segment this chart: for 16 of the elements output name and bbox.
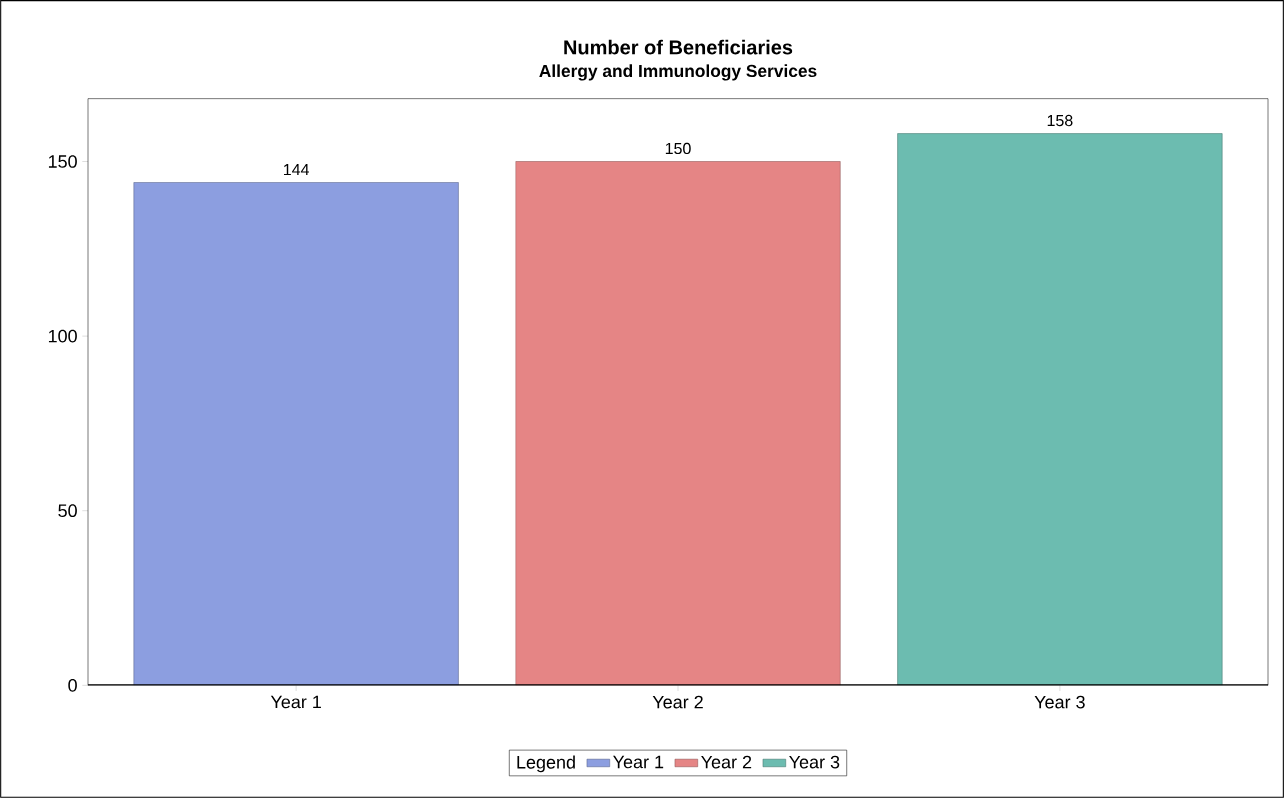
x-tick-label: Year 3 <box>1034 695 1085 709</box>
data-label: 150 <box>665 142 691 155</box>
chart-title: Number of Beneficiaries <box>564 39 793 55</box>
legend-label: Year 1 <box>613 755 664 769</box>
x-tick-label: Year 1 <box>270 695 321 709</box>
y-tick-label: 0 <box>68 678 77 692</box>
x-tick-label: Year 2 <box>652 695 703 709</box>
legend-label: Year 3 <box>789 755 840 769</box>
y-tick-label: 100 <box>48 329 77 343</box>
y-tick-label: 50 <box>58 504 77 518</box>
data-label: 144 <box>284 164 309 176</box>
data-label: 158 <box>1047 114 1073 127</box>
legend-label: Year 2 <box>701 755 752 769</box>
legend-title: Legend <box>517 755 575 773</box>
y-tick-label: 150 <box>48 155 77 168</box>
chart-subtitle: Allergy and Immunology Services <box>539 64 817 81</box>
